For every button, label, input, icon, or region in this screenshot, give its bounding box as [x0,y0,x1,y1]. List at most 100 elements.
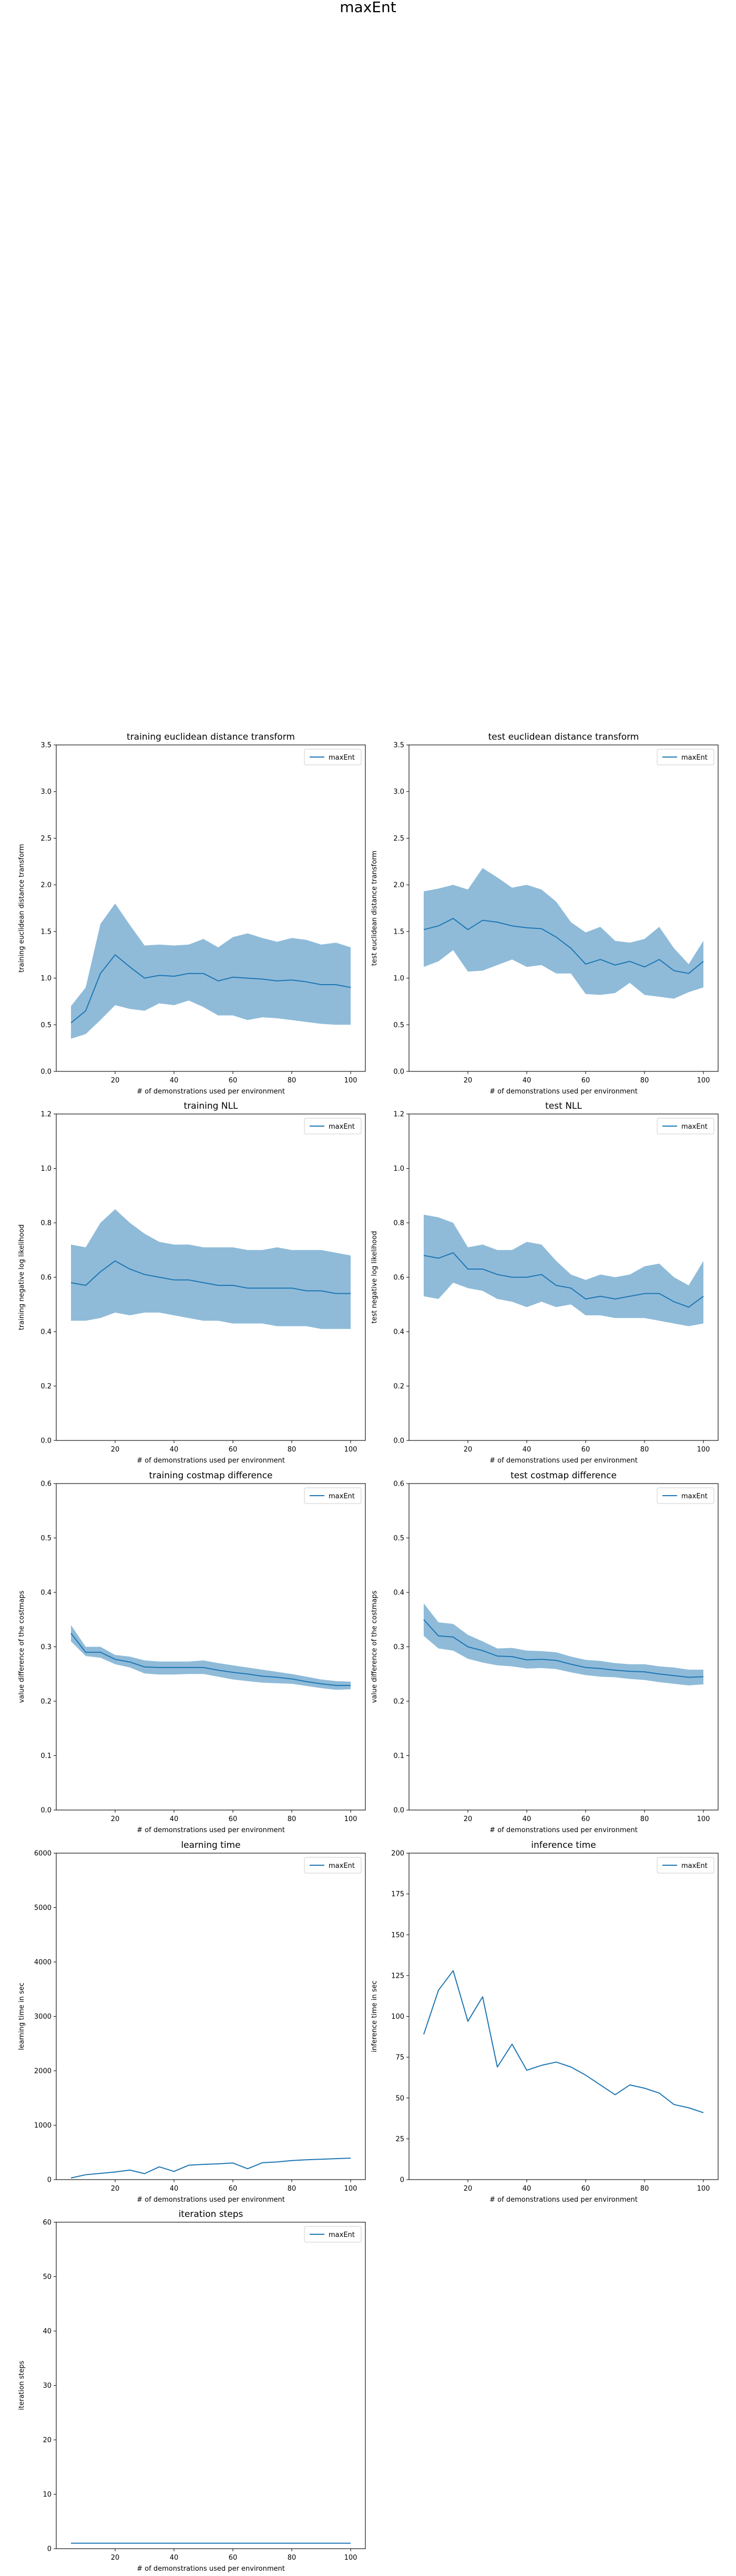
x-tick-label: 40 [170,1446,179,1454]
legend: maxEnt [657,1487,714,1504]
legend-label: maxEnt [329,1862,355,1870]
y-tick-label: 50 [43,2273,52,2281]
axes-frame [56,1483,366,1811]
y-tick-label: 0.2 [40,1698,52,1706]
legend-box [657,1487,714,1504]
x-tick-label: 40 [523,2185,531,2193]
y-tick-label: 2000 [34,2068,52,2076]
x-tick-label: 60 [229,2185,238,2193]
y-axis-label: test euclidean distance transform [371,851,379,966]
axes-frame [408,1853,719,2180]
x-tick-label: 60 [581,1077,590,1085]
axes-frame [56,744,366,1072]
y-tick-label: 1.0 [40,975,52,983]
legend-box [657,1857,714,1874]
x-axis-label: # of demonstrations used per environment [489,1826,638,1834]
y-tick-label: 1.0 [40,1165,52,1173]
y-tick-label: 0.8 [393,1220,404,1228]
subplot-title: training euclidean distance transform [127,732,295,742]
y-tick-label: 50 [395,2094,404,2102]
y-tick-label: 1.2 [393,1111,404,1119]
y-tick-label: 40 [43,2328,52,2336]
y-tick-label: 0.6 [393,1480,404,1488]
y-axis-label: inference time in sec [371,1980,379,2052]
y-tick-label: 1.5 [393,928,404,936]
series-line [423,1252,704,1308]
legend: maxEnt [657,749,714,765]
legend-box [657,1118,714,1134]
y-tick-label: 2.5 [393,835,404,843]
y-axis-label: training euclidean distance transform [18,844,26,973]
legend: maxEnt [657,1857,714,1874]
x-tick-label: 60 [229,1446,238,1454]
legend: maxEnt [304,1118,362,1134]
y-tick-label: 0.5 [393,1535,404,1542]
y-tick-label: 0.0 [40,1437,52,1445]
legend-label: maxEnt [329,2231,355,2239]
x-tick-label: 20 [111,2554,120,2562]
y-tick-label: 1.5 [40,928,52,936]
y-tick-label: 20 [43,2437,52,2445]
y-tick-label: 0.4 [393,1328,404,1336]
y-tick-label: 0.2 [393,1383,404,1391]
legend-label: maxEnt [681,1862,708,1870]
y-tick-label: 0.5 [40,1021,52,1029]
y-tick-label: 0.6 [40,1274,52,1282]
x-tick-label: 20 [464,2185,473,2193]
y-tick-label: 0.2 [40,1383,52,1391]
subplot-8: inference time 20 40 60 80 100 0 25 50 75 100 125 15… [371,1840,719,2204]
subplot-5: training costmap difference 20 40 60 80 100 0.… [18,1470,366,1834]
axes-frame [408,744,719,1072]
y-tick-label: 1000 [34,2122,52,2130]
y-tick-label: 4000 [34,1959,52,1967]
x-tick-label: 20 [111,2185,120,2193]
x-axis-label: # of demonstrations used per environment [137,1457,285,1465]
y-tick-label: 0.0 [393,1068,404,1076]
figure-suptitle: maxEnt [340,0,396,16]
axes-frame [56,2222,366,2549]
x-axis-label: # of demonstrations used per environment [489,1088,638,1096]
x-tick-label: 20 [464,1815,473,1823]
legend-label: maxEnt [329,1123,355,1131]
x-axis-label: # of demonstrations used per environment [137,2565,285,2573]
x-tick-label: 40 [170,1815,179,1823]
y-tick-label: 0.0 [393,1437,404,1445]
y-tick-label: 30 [43,2382,52,2390]
x-tick-label: 40 [523,1077,531,1085]
series-line [423,918,704,974]
subplot-4: test NLL 20 40 60 80 100 0.0 0.2 0.4 0.6 0.8 1.0 1.2… [371,1101,719,1465]
legend-box [304,1118,362,1134]
y-tick-label: 0.5 [393,1021,404,1029]
x-tick-label: 20 [111,1446,120,1454]
legend-label: maxEnt [681,754,708,762]
y-axis-label: learning time in sec [18,1982,26,2050]
x-tick-label: 100 [697,1815,710,1823]
y-tick-label: 2.0 [40,882,52,890]
y-tick-label: 1.0 [393,1165,404,1173]
series-line [70,1260,351,1294]
y-tick-label: 10 [43,2491,52,2499]
y-tick-label: 125 [391,1972,404,1980]
subplot-title: test costmap difference [510,1470,617,1481]
x-tick-label: 80 [640,1446,649,1454]
legend-label: maxEnt [681,1493,708,1500]
y-tick-label: 0.4 [40,1589,52,1597]
subplot-title: test euclidean distance transform [488,732,639,742]
y-tick-label: 0.4 [40,1328,52,1336]
x-tick-label: 60 [229,2554,238,2562]
y-tick-label: 3000 [34,2013,52,2021]
y-tick-label: 3.0 [393,788,404,796]
y-tick-label: 75 [395,2054,404,2062]
legend-label: maxEnt [329,754,355,762]
subplot-title: learning time [181,1840,240,1851]
x-tick-label: 80 [288,1815,297,1823]
y-tick-label: 0.0 [40,1807,52,1815]
y-tick-label: 3.5 [393,742,404,750]
x-tick-label: 40 [523,1446,531,1454]
legend: maxEnt [304,749,362,765]
x-axis-label: # of demonstrations used per environment [489,2196,638,2204]
subplot-title: training NLL [184,1101,238,1111]
y-axis-label: value difference of the costmaps [371,1590,379,1703]
confidence-band [71,903,351,1039]
y-tick-label: 5000 [34,1904,52,1912]
